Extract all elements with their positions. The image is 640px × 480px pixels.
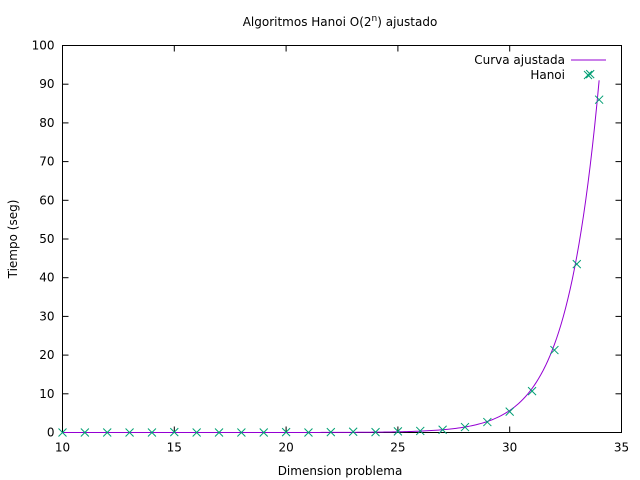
- x-tick-label: 15: [167, 441, 182, 455]
- x-tick-label: 20: [278, 441, 293, 455]
- y-tick-label: 60: [39, 193, 54, 207]
- y-tick-label: 10: [39, 387, 54, 401]
- hanoi-point: [594, 95, 604, 105]
- hanoi-point: [259, 428, 269, 437]
- hanoi-point: [214, 428, 224, 437]
- x-tick-label: 30: [502, 441, 517, 455]
- hanoi-point: [102, 428, 112, 437]
- hanoi-point: [393, 426, 403, 436]
- y-tick-label: 40: [39, 271, 54, 285]
- hanoi-point: [281, 427, 291, 437]
- x-axis: 10 15 20 25 30 35: [55, 45, 629, 455]
- hanoi-point: [415, 426, 425, 436]
- hanoi-point: [326, 427, 336, 437]
- legend-label-hanoi: Hanoi: [530, 68, 565, 82]
- hanoi-point: [147, 428, 157, 437]
- x-tick-label: 35: [614, 441, 629, 455]
- hanoi-point: [348, 427, 358, 437]
- y-tick-label: 90: [39, 77, 54, 91]
- y-axis: 0 10 20 30 40 50 60 70 80 90 100: [32, 39, 622, 440]
- hanoi-point: [80, 428, 90, 437]
- chart-title-superscript: n: [372, 14, 378, 24]
- y-tick-label: 100: [32, 39, 55, 53]
- x-tick-label: 25: [390, 441, 405, 455]
- plot-frame: [62, 45, 622, 433]
- fitted-curve-line: [62, 80, 600, 433]
- hanoi-point: [550, 345, 559, 355]
- hanoi-point: [169, 427, 179, 437]
- hanoi-point: [482, 417, 492, 427]
- y-tick-label: 80: [39, 116, 54, 130]
- hanoi-point: [505, 407, 515, 416]
- chart-title-main: Algoritmos Hanoi O(2: [243, 15, 372, 29]
- hanoi-point: [304, 428, 313, 437]
- hanoi-point: [572, 259, 582, 269]
- hanoi-point: [237, 428, 246, 437]
- hanoi-point: [125, 428, 134, 437]
- hanoi-point: [438, 425, 447, 435]
- legend-swatch-hanoi: [583, 70, 593, 80]
- y-axis-title: Tiempo (seg): [6, 200, 20, 280]
- chart-title-tail: ) ajustado: [377, 15, 437, 29]
- hanoi-point: [460, 422, 470, 432]
- legend-hanoi-marker: [583, 70, 593, 80]
- legend-label-fitted-curve: Curva ajustada: [474, 53, 565, 67]
- legend: Curva ajustada Hanoi: [474, 53, 606, 82]
- y-tick-label: 20: [39, 348, 54, 362]
- hanoi-point: [192, 428, 202, 437]
- hanoi-point: [585, 69, 595, 79]
- plot-series: [58, 69, 604, 437]
- y-tick-label: 0: [47, 426, 55, 440]
- x-tick-label: 10: [55, 441, 70, 455]
- y-tick-label: 50: [39, 232, 54, 246]
- hanoi-point: [527, 386, 537, 396]
- hanoi-point: [371, 427, 380, 437]
- chart-title: Algoritmos Hanoi O(2n) ajustado: [243, 14, 438, 29]
- y-tick-label: 70: [39, 155, 54, 169]
- y-tick-label: 30: [39, 309, 54, 323]
- x-axis-title: Dimension problema: [278, 464, 403, 478]
- hanoi-point: [58, 428, 67, 437]
